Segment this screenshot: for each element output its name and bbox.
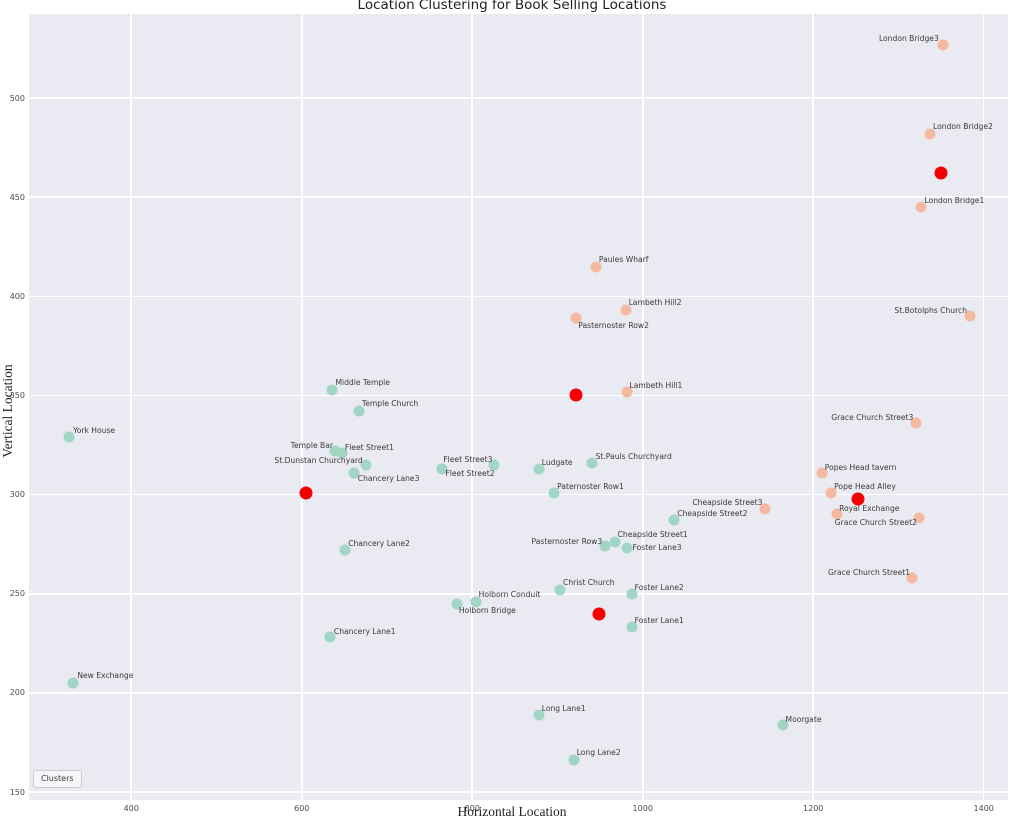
gridline-x-800 [471, 14, 474, 800]
gridline-x-600 [300, 14, 303, 800]
y-tick-label: 150 [9, 787, 25, 797]
y-tick-label: 300 [9, 490, 25, 500]
gridline-y-500 [29, 97, 1008, 99]
gridline-x-1400 [982, 14, 985, 800]
gridline-x-1000 [641, 14, 644, 800]
y-tick-label: 400 [9, 291, 25, 301]
y-tick-label: 450 [9, 192, 25, 202]
legend-clusters: Clusters [33, 770, 82, 788]
gridline-y-200 [29, 692, 1008, 694]
chart-title: Location Clustering for Book Selling Loc… [357, 0, 667, 13]
y-tick-label: 250 [9, 589, 25, 599]
gridline-y-150 [29, 791, 1008, 793]
x-axis-label: Horizontal Location [457, 804, 567, 819]
y-tick-label: 200 [9, 688, 25, 698]
gridline-y-250 [29, 592, 1008, 595]
gridline-y-450 [29, 196, 1008, 198]
plot-area [29, 14, 1008, 800]
gridline-x-1200 [812, 14, 815, 800]
gridline-y-300 [29, 493, 1008, 496]
y-tick-label: 500 [9, 93, 25, 103]
gridline-y-350 [29, 394, 1008, 397]
y-axis-label: Vertical Location [0, 364, 15, 458]
gridline-x-400 [130, 14, 133, 800]
legend-title: Clusters [41, 774, 74, 783]
gridline-y-400 [29, 295, 1008, 298]
